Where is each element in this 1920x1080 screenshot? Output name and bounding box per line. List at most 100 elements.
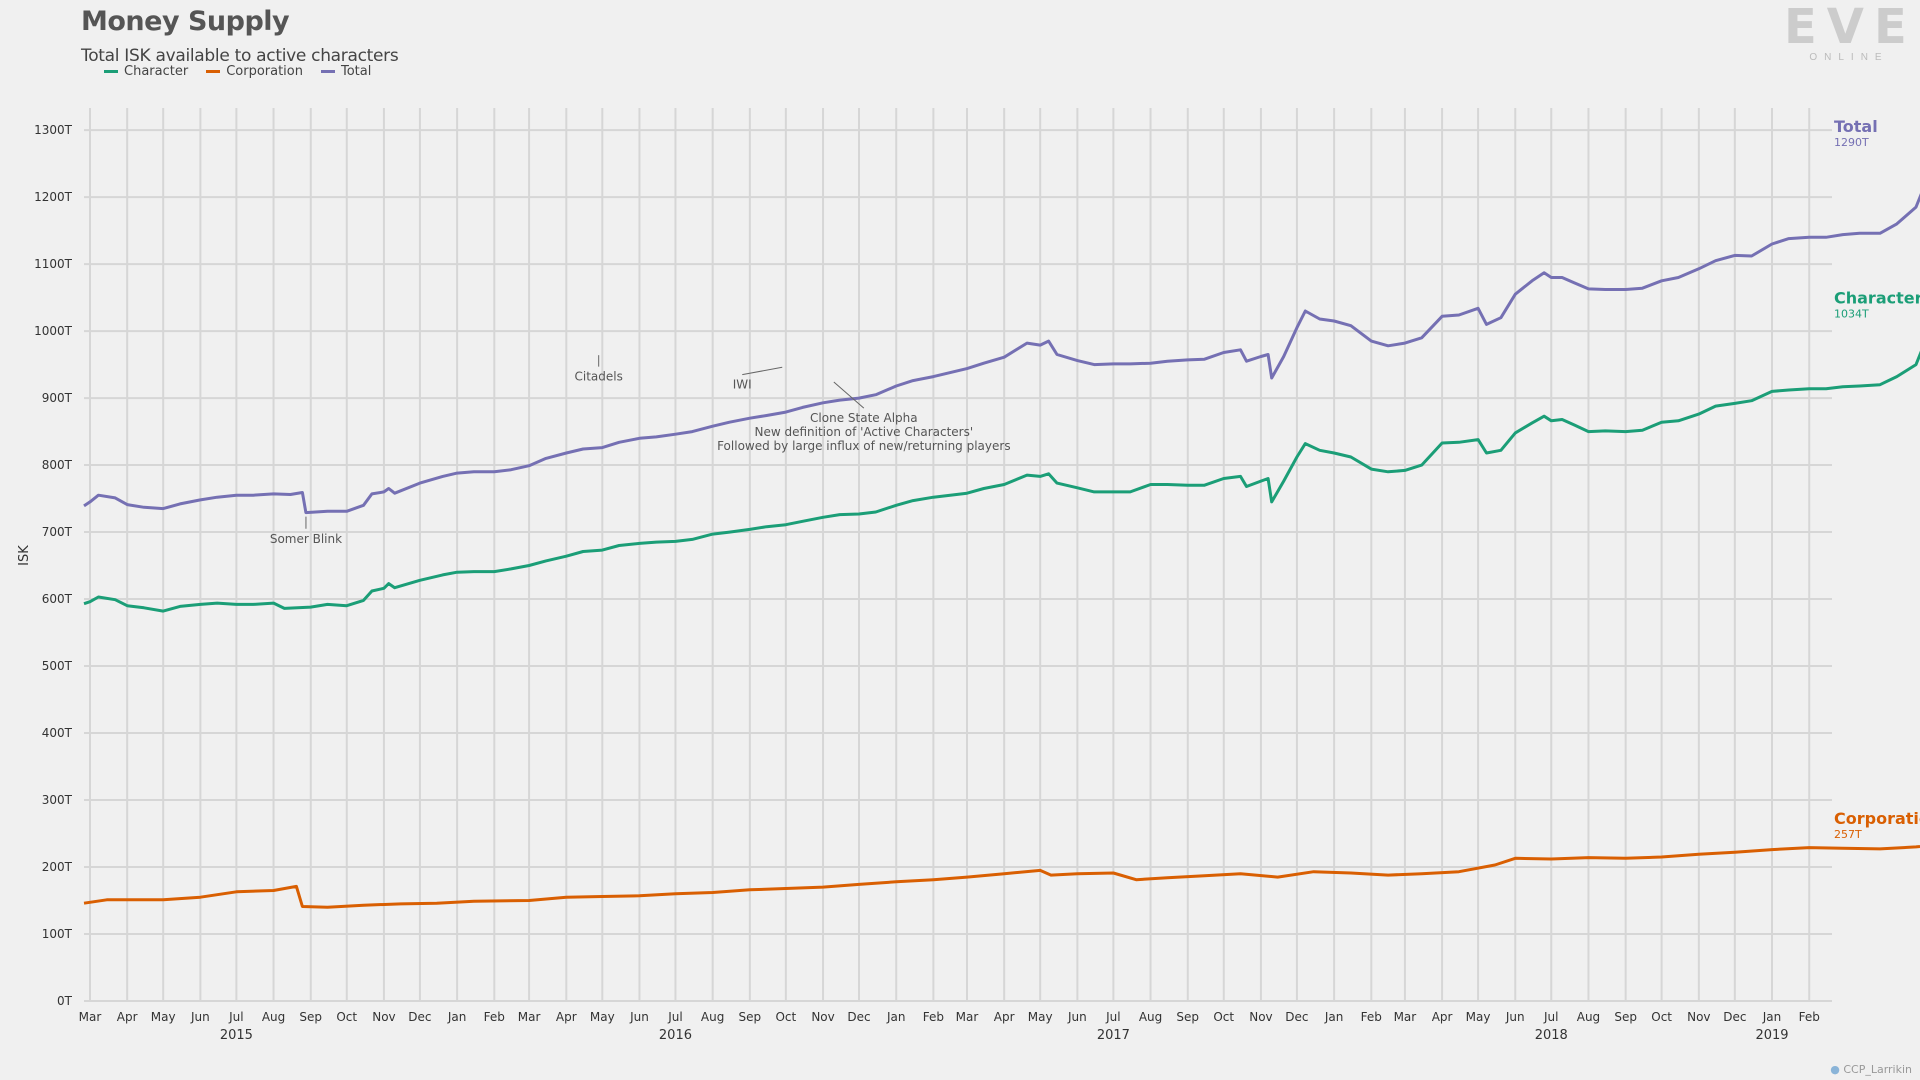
- x-tick-label: Sep: [299, 1010, 322, 1024]
- y-tick-label: 700T: [42, 525, 73, 539]
- annotation-label: IWI: [733, 378, 752, 392]
- y-tick-label: 600T: [42, 592, 73, 606]
- x-tick-label: Jul: [228, 1010, 243, 1024]
- series-end-value: 257T: [1834, 828, 1862, 841]
- legend-label: Total: [340, 64, 372, 79]
- y-tick-label: 300T: [42, 793, 73, 807]
- y-tick-label: 500T: [42, 659, 73, 673]
- x-tick-label: Dec: [408, 1010, 431, 1024]
- x-year-label: 2016: [659, 1028, 692, 1043]
- legend-swatch: [320, 70, 335, 73]
- y-axis-label: ISK: [17, 545, 32, 566]
- series-end-label: Total: [1834, 117, 1878, 136]
- annotation-label: Citadels: [575, 370, 623, 384]
- x-tick-label: Sep: [1176, 1010, 1199, 1024]
- x-tick-label: Dec: [847, 1010, 870, 1024]
- x-tick-label: Jan: [1762, 1010, 1782, 1024]
- y-tick-label: 100T: [42, 927, 73, 941]
- x-year-label: 2017: [1097, 1028, 1130, 1043]
- x-year-label: 2015: [220, 1028, 253, 1043]
- series-end-value: 1034T: [1834, 307, 1869, 320]
- legend-swatch: [104, 70, 118, 73]
- y-tick-label: 400T: [42, 726, 73, 740]
- y-tick-label: 800T: [42, 458, 73, 472]
- logo-subtext: ONLINE: [1809, 52, 1889, 63]
- x-tick-label: Oct: [775, 1010, 796, 1024]
- x-tick-label: Dec: [1723, 1010, 1746, 1024]
- y-tick-label: 1100T: [34, 257, 73, 271]
- x-tick-label: Mar: [518, 1010, 541, 1024]
- eve-online-logo: EVE ONLINE: [1784, 2, 1914, 63]
- y-tick-label: 1300T: [34, 123, 73, 137]
- x-tick-label: Jan: [1324, 1010, 1344, 1024]
- x-tick-label: Feb: [1799, 1010, 1820, 1024]
- x-year-label: 2019: [1755, 1028, 1788, 1043]
- x-tick-label: Apr: [994, 1010, 1015, 1024]
- y-tick-label: 0T: [57, 994, 73, 1008]
- x-tick-label: Jul: [667, 1010, 682, 1024]
- x-tick-label: Sep: [739, 1010, 762, 1024]
- legend-item-total: Total: [320, 64, 372, 79]
- x-tick-label: Nov: [1687, 1010, 1710, 1024]
- y-tick-label: 200T: [42, 860, 73, 874]
- series-line-character: [83, 350, 1920, 613]
- x-tick-label: May: [151, 1010, 176, 1024]
- credit-label: ● CCP_Larrikin: [1830, 1063, 1912, 1076]
- credit-text: CCP_Larrikin: [1843, 1063, 1912, 1076]
- legend-label: Character: [124, 64, 189, 79]
- x-tick-label: May: [590, 1010, 615, 1024]
- series-end-label: Character: [1834, 288, 1920, 307]
- x-tick-label: Mar: [956, 1010, 979, 1024]
- x-tick-label: Jun: [1067, 1010, 1087, 1024]
- x-tick-label: Apr: [1432, 1010, 1453, 1024]
- x-tick-label: Jun: [629, 1010, 649, 1024]
- legend-item-character: Character: [104, 64, 188, 79]
- annotation-label: New definition of 'Active Characters': [754, 425, 973, 439]
- x-year-label: 2018: [1535, 1028, 1568, 1043]
- chart-title: Money Supply: [81, 6, 290, 37]
- series-line-total: [83, 193, 1920, 515]
- legend-swatch: [206, 70, 221, 73]
- x-tick-label: Aug: [1139, 1010, 1162, 1024]
- x-tick-label: Apr: [556, 1010, 577, 1024]
- legend-label: Corporation: [226, 64, 303, 79]
- x-tick-label: Jul: [1543, 1010, 1558, 1024]
- x-tick-label: Mar: [79, 1010, 102, 1024]
- chart-subtitle: Total ISK available to active characters: [81, 46, 399, 66]
- x-tick-label: Mar: [1394, 1010, 1417, 1024]
- x-tick-label: Aug: [262, 1010, 285, 1024]
- x-tick-label: Nov: [811, 1010, 834, 1024]
- x-tick-label: Feb: [923, 1010, 944, 1024]
- y-tick-label: 900T: [42, 391, 73, 405]
- legend: Character Corporation Total: [104, 64, 371, 79]
- x-tick-label: Aug: [1577, 1010, 1600, 1024]
- annotation-label: Somer Blink: [270, 532, 342, 546]
- x-tick-label: Jan: [447, 1010, 467, 1024]
- series-line-corporation: [83, 844, 1920, 909]
- x-tick-label: Dec: [1285, 1010, 1308, 1024]
- x-tick-label: Oct: [1213, 1010, 1234, 1024]
- x-tick-label: Jun: [1505, 1010, 1525, 1024]
- annotation-leader: [833, 381, 865, 409]
- x-tick-label: Jun: [190, 1010, 210, 1024]
- x-tick-label: Jul: [1105, 1010, 1120, 1024]
- series-end-label: Corporation: [1834, 809, 1920, 828]
- series-end-value: 1290T: [1834, 136, 1869, 149]
- x-tick-label: Nov: [1249, 1010, 1272, 1024]
- annotation-label: Followed by large influx of new/returnin…: [717, 439, 1011, 453]
- annotation-leader: [742, 366, 783, 376]
- x-tick-label: Nov: [372, 1010, 395, 1024]
- x-tick-label: Oct: [336, 1010, 357, 1024]
- x-tick-label: Sep: [1614, 1010, 1637, 1024]
- x-tick-label: May: [1028, 1010, 1053, 1024]
- x-tick-label: May: [1466, 1010, 1491, 1024]
- y-tick-label: 1000T: [34, 324, 73, 338]
- x-tick-label: Aug: [701, 1010, 724, 1024]
- twitter-icon: ●: [1830, 1063, 1840, 1076]
- logo-text: EVE: [1784, 0, 1917, 55]
- x-tick-label: Feb: [484, 1010, 505, 1024]
- x-tick-label: Oct: [1651, 1010, 1672, 1024]
- legend-item-corporation: Corporation: [206, 64, 303, 79]
- x-tick-label: Jan: [886, 1010, 906, 1024]
